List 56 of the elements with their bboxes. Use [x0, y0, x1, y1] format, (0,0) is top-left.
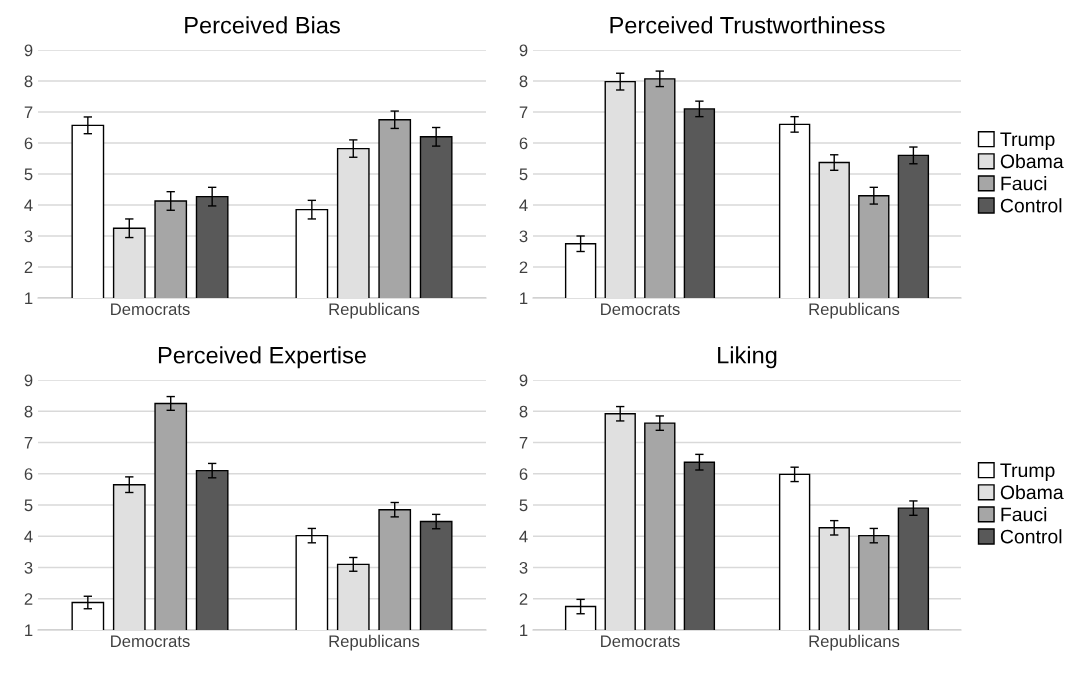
y-tick-label: 4 — [519, 199, 528, 212]
legend-label: Trump — [1000, 463, 1055, 481]
y-tick-label: 7 — [519, 106, 528, 119]
legend-label: Trump — [1000, 132, 1055, 150]
y-tick-label: 3 — [24, 230, 33, 243]
y-tick-label: 5 — [24, 168, 33, 181]
y-tick-label: 1 — [520, 292, 528, 305]
y-tick-label: 9 — [519, 44, 528, 57]
y-tick-label: 8 — [519, 75, 528, 88]
x-tick-label: Democrats — [601, 303, 680, 316]
chart-title: Perceived Expertise — [158, 346, 366, 369]
y-tick-label: 1 — [25, 624, 33, 637]
y-tick-label: 2 — [24, 261, 33, 274]
chart-title: Perceived Bias — [185, 16, 340, 34]
legend-label: Fauci — [1001, 176, 1047, 191]
y-tick-label: 2 — [24, 593, 33, 605]
x-tick-label: Republicans — [809, 302, 900, 319]
legend-label: Obama — [1000, 484, 1064, 500]
legend-label: Obama — [1000, 153, 1064, 169]
x-tick-label: Democrats — [111, 303, 190, 316]
y-tick-label: 6 — [519, 468, 528, 480]
y-tick-label: 5 — [519, 168, 528, 181]
y-tick-label: 8 — [24, 75, 33, 88]
y-tick-label: 4 — [519, 530, 528, 543]
y-tick-label: 7 — [519, 437, 528, 449]
y-tick-label: 3 — [519, 230, 528, 243]
y-tick-label: 5 — [519, 499, 528, 512]
legend-label: Control — [1000, 529, 1062, 544]
y-tick-label: 5 — [24, 499, 33, 512]
y-tick-label: 3 — [519, 561, 528, 574]
y-tick-label: 8 — [519, 405, 528, 418]
y-tick-label: 9 — [24, 44, 33, 57]
x-tick-label: Republicans — [809, 634, 900, 651]
y-tick-label: 9 — [519, 374, 528, 387]
y-tick-label: 1 — [520, 624, 528, 637]
x-tick-label: Republicans — [329, 302, 420, 319]
y-tick-label: 6 — [24, 137, 33, 150]
y-tick-label: 4 — [24, 530, 33, 543]
y-tick-label: 1 — [25, 292, 33, 305]
y-tick-label: 7 — [24, 437, 33, 449]
y-tick-label: 9 — [24, 374, 33, 387]
chart-title: Liking — [718, 346, 777, 369]
y-tick-label: 6 — [519, 137, 528, 150]
legend-label: Control — [1000, 198, 1062, 213]
legend-label: Fauci — [1001, 507, 1047, 522]
x-tick-label: Democrats — [111, 635, 190, 648]
y-tick-label: 7 — [24, 106, 33, 119]
y-tick-label: 8 — [24, 405, 33, 418]
y-tick-label: 4 — [24, 199, 33, 212]
y-tick-label: 3 — [24, 561, 33, 574]
x-tick-label: Republicans — [329, 634, 420, 651]
y-tick-label: 6 — [24, 468, 33, 480]
y-tick-label: 2 — [519, 261, 528, 274]
x-tick-label: Democrats — [601, 635, 680, 648]
y-tick-label: 2 — [519, 593, 528, 605]
chart-title: Perceived Trustworthiness — [610, 16, 885, 34]
